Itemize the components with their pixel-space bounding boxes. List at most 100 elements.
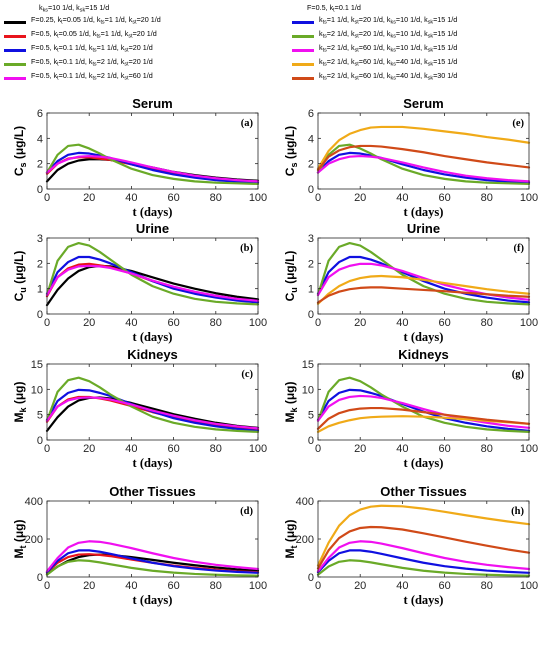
- y-tick-label: 0: [308, 572, 314, 584]
- y-tick-label: 15: [31, 359, 43, 371]
- panel-label: (d): [240, 506, 253, 517]
- x-tick-label: 0: [44, 443, 50, 455]
- y-tick-label: 5: [37, 410, 43, 422]
- x-axis-label: t (days): [404, 593, 444, 607]
- x-tick-label: 60: [438, 443, 450, 455]
- legend-right: F=0.5, kt=0.1 1/d kts=1 1/d, kst=20 1/d, …: [292, 4, 457, 86]
- legend-entry: kts=1 1/d, kst=20 1/d, kks=10 1/d, ksk=1…: [292, 16, 457, 30]
- legend-label: kts=2 1/d, kst=60 1/d, kks=40 1/d, ksk=3…: [319, 71, 458, 82]
- x-tick-label: 20: [354, 192, 366, 204]
- series-line-4: [316, 415, 531, 433]
- y-axis-label: Cs (μg/L): [283, 126, 299, 176]
- y-tick-label: 0: [308, 184, 314, 196]
- series-line-5: [45, 264, 260, 302]
- series-line-5: [316, 525, 531, 570]
- series-line-4: [45, 559, 260, 577]
- legend-entry: F=0.5, kt=0.05 1/d, kts=1 1/d, kst=20 1/…: [4, 30, 157, 44]
- x-tick-label: 100: [520, 317, 538, 329]
- legend-swatch: [292, 77, 314, 80]
- x-tick-label: 0: [44, 580, 50, 592]
- x-tick-label: 20: [83, 317, 95, 329]
- plot-frame: [317, 237, 530, 315]
- y-tick-label: 0: [37, 572, 43, 584]
- y-tick-label: 5: [308, 410, 314, 422]
- series-line-2: [316, 559, 531, 577]
- legend-entry: kts=2 1/d, kst=60 1/d, kks=40 1/d, ksk=3…: [292, 72, 457, 86]
- panel-label: (g): [512, 369, 525, 380]
- x-axis-label: t (days): [133, 330, 173, 344]
- y-tick-label: 2: [308, 159, 314, 171]
- y-tick-label: 6: [308, 108, 314, 120]
- y-tick-label: 2: [37, 159, 43, 171]
- chart-title: Serum: [132, 96, 172, 111]
- chart-title: Urine: [136, 221, 169, 236]
- legend-entry: kts=2 1/d, kst=60 1/d, kks=40 1/d, ksk=1…: [292, 58, 457, 72]
- chart-panel-c: Kidneys 0 20 40 60 80 100 0 5 10 15 t (days) Mk (μg)…: [12, 347, 267, 470]
- y-tick-label: 0: [37, 309, 43, 321]
- x-tick-label: 20: [354, 317, 366, 329]
- legend-label: F=0.5, kt=0.05 1/d, kts=1 1/d, kst=20 1/…: [31, 29, 157, 40]
- y-tick-label: 2: [37, 258, 43, 270]
- legend-label: F=0.25, kt=0.05 1/d, kts=1 1/d, kst=20 1…: [31, 15, 161, 26]
- y-tick-label: 0: [37, 435, 43, 447]
- x-tick-label: 40: [396, 580, 408, 592]
- legend-label: kts=2 1/d, kst=60 1/d, kks=40 1/d, ksk=1…: [319, 57, 458, 68]
- chart-panel-a: Serum 0 20 40 60 80 100 0 2 4 6 t (days) Cs (μg/L) (a…: [12, 96, 267, 219]
- x-axis-label: t (days): [404, 456, 444, 470]
- y-axis-label: Cu (μg/L): [12, 251, 28, 302]
- x-tick-label: 20: [83, 443, 95, 455]
- chart-title: Kidneys: [398, 347, 449, 362]
- plot-frame: [46, 363, 259, 441]
- series-line-1: [316, 549, 531, 574]
- y-tick-label: 4: [308, 133, 314, 145]
- x-tick-label: 60: [438, 317, 450, 329]
- chart-panel-h: Other Tissues 0 20 40 60 80 100 0 200 400 t (days)…: [283, 484, 538, 607]
- series-line-4: [45, 241, 260, 306]
- y-tick-label: 400: [25, 496, 43, 508]
- x-tick-label: 100: [520, 580, 538, 592]
- x-tick-label: 0: [315, 192, 321, 204]
- series-line-5: [45, 396, 260, 430]
- legend-label: kts=2 1/d, kst=20 1/d, kks=10 1/d, ksk=1…: [319, 29, 458, 40]
- x-tick-label: 80: [210, 443, 222, 455]
- legend-entry: kts=2 1/d, kst=60 1/d, kks=10 1/d, ksk=1…: [292, 44, 457, 58]
- x-tick-label: 100: [520, 192, 538, 204]
- series-line-5: [45, 154, 260, 183]
- legend-label: F=0.5, kt=0.1 1/d, kts=2 1/d, kst=20 1/d: [31, 57, 153, 68]
- x-tick-label: 40: [125, 317, 137, 329]
- x-tick-label: 100: [249, 192, 267, 204]
- x-tick-label: 20: [354, 443, 366, 455]
- legend-entry: F=0.25, kt=0.05 1/d, kts=1 1/d, kst=20 1…: [4, 16, 161, 30]
- x-axis-label: t (days): [133, 593, 173, 607]
- x-tick-label: 40: [396, 192, 408, 204]
- chart-title: Other Tissues: [109, 484, 195, 499]
- y-axis-label: Cu (μg/L): [283, 251, 299, 302]
- x-tick-label: 20: [83, 192, 95, 204]
- x-axis-label: t (days): [404, 205, 444, 219]
- panel-label: (f): [514, 243, 525, 254]
- legend-label: F=0.5, kt=0.1 1/d, kts=1 1/d, kst=20 1/d: [31, 43, 153, 54]
- plot-frame: [46, 237, 259, 315]
- x-tick-label: 0: [44, 317, 50, 329]
- x-tick-label: 80: [210, 580, 222, 592]
- legend-swatch: [292, 49, 314, 52]
- x-tick-label: 80: [481, 580, 493, 592]
- legend-swatch: [4, 35, 26, 38]
- panel-label: (h): [511, 506, 524, 517]
- plot-frame: [46, 112, 259, 190]
- plot-frame: [317, 112, 530, 190]
- series-line-4: [316, 125, 531, 170]
- y-tick-label: 400: [296, 496, 314, 508]
- y-tick-label: 2: [308, 258, 314, 270]
- x-axis-label: t (days): [133, 456, 173, 470]
- series-line-3: [316, 394, 531, 429]
- x-tick-label: 80: [481, 192, 493, 204]
- chart-title: Urine: [407, 221, 440, 236]
- panel-label: (a): [241, 118, 254, 129]
- series-line-5: [45, 540, 260, 573]
- panel-label: (e): [512, 118, 524, 129]
- legend-swatch: [4, 49, 26, 52]
- series-line-4: [45, 143, 260, 186]
- x-tick-label: 20: [354, 580, 366, 592]
